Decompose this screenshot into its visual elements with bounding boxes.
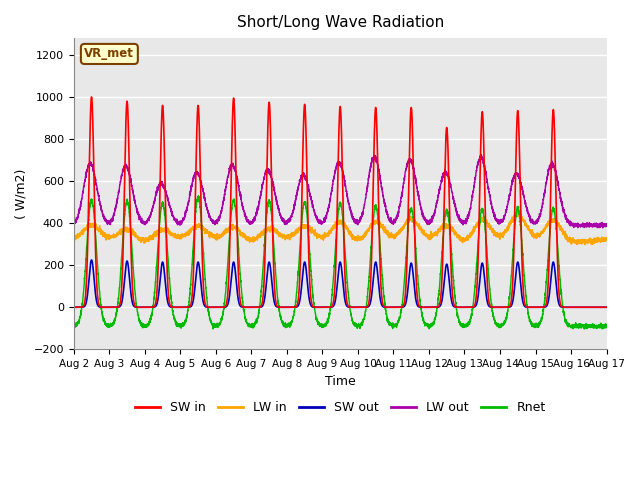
Rnet [490,313,497,319]
SW out [602,304,610,310]
LW in [581,242,589,248]
Line: LW in: LW in [74,212,607,245]
SW out [460,304,467,310]
SW in [460,304,467,310]
SW out [490,304,497,310]
Line: LW out: LW out [74,155,607,228]
Rnet [321,322,328,327]
LW out [599,225,607,231]
SW in [321,304,328,310]
LW out [603,223,611,229]
X-axis label: Time: Time [324,374,356,387]
LW out [477,152,485,157]
LW in [513,209,521,215]
SW in [602,304,610,310]
SW in [490,304,497,310]
LW in [603,237,611,242]
SW out [430,304,438,310]
SW out [321,304,328,310]
LW in [490,229,497,235]
Line: SW out: SW out [74,260,607,307]
SW in [430,304,438,310]
Rnet [580,326,588,332]
SW out [70,304,77,310]
LW in [602,235,610,240]
LW in [460,235,467,240]
Text: VR_met: VR_met [84,48,134,60]
Rnet [430,319,438,324]
LW out [166,202,173,207]
Line: SW in: SW in [74,97,607,307]
Rnet [195,193,202,199]
Rnet [460,324,467,330]
LW in [320,234,328,240]
LW out [602,224,610,229]
Rnet [166,275,173,281]
LW in [166,230,173,236]
SW in [603,304,611,310]
LW in [70,235,77,240]
Rnet [603,324,611,330]
SW out [603,304,611,310]
Rnet [602,324,610,330]
SW in [88,94,95,100]
Line: Rnet: Rnet [74,196,607,329]
LW out [490,209,497,215]
LW out [430,213,438,219]
Rnet [70,322,77,327]
Legend: SW in, LW in, SW out, LW out, Rnet: SW in, LW in, SW out, LW out, Rnet [130,396,550,419]
Y-axis label: ( W/m2): ( W/m2) [15,168,28,219]
SW out [88,257,95,263]
SW out [166,303,173,309]
SW in [166,301,173,307]
LW out [70,220,77,226]
LW out [320,219,328,225]
LW out [460,217,467,223]
LW in [430,230,438,236]
SW in [70,304,77,310]
Title: Short/Long Wave Radiation: Short/Long Wave Radiation [237,15,444,30]
